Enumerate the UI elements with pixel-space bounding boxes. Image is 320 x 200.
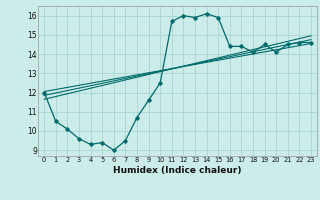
X-axis label: Humidex (Indice chaleur): Humidex (Indice chaleur) (113, 166, 242, 175)
